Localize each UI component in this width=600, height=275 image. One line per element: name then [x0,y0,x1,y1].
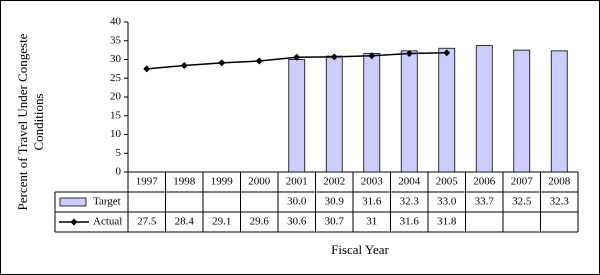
marker [405,50,413,57]
marker [293,53,301,61]
data-label: 28.4 [175,216,195,228]
bar [400,50,418,173]
bar [438,47,456,173]
y-tick-label: 5 [116,147,122,159]
y-tick-label: 15 [110,109,122,121]
bar [363,53,381,173]
legend-label: Target [93,196,121,208]
x-tick-label: 2000 [248,176,271,188]
x-tick-label: 2001 [286,176,308,188]
marker [180,62,188,69]
data-label: 33.0 [437,196,457,208]
y-tick-label: 35 [110,34,122,46]
data-label: 32.3 [550,196,570,208]
data-label: 31.6 [400,216,420,228]
data-label: 29.1 [212,216,231,228]
data-label: 29.6 [250,216,270,228]
data-label: 30.6 [287,216,307,228]
data-label: 33.7 [475,196,495,208]
x-tick-label: 2002 [323,176,345,188]
legend-key [59,197,87,207]
y-axis-title: Conditions [31,93,46,150]
data-label: 31.6 [362,196,382,208]
y-tick-label: 25 [110,72,122,84]
data-label: 30.9 [325,196,345,208]
bar [325,55,343,173]
data-label: 30.0 [287,196,307,208]
bar [513,49,531,173]
marker [330,53,338,61]
data-label: 32.5 [512,196,532,208]
x-tick-label: 2008 [548,176,571,188]
marker [218,59,226,67]
marker [443,49,451,57]
x-tick-label: 1998 [173,176,196,188]
data-label: 31 [366,216,377,228]
y-tick-label: 0 [116,166,122,178]
x-tick-label: 2005 [436,176,459,188]
x-tick-label: 2007 [511,176,534,188]
x-tick-label: 2006 [473,176,496,188]
data-label: 32.3 [400,196,420,208]
marker [255,57,263,65]
y-tick-label: 10 [110,128,122,140]
data-label: 27.5 [137,216,157,228]
y-tick-label: 20 [110,91,122,103]
bar [475,45,493,173]
legend-label: Actual [93,216,122,228]
marker [143,65,151,73]
bar [550,50,568,173]
y-tick-label: 30 [110,53,122,65]
y-axis-title: Percent of Travel Under Congeste [15,33,30,210]
bar [288,59,306,173]
x-tick-label: 1997 [136,176,159,188]
x-axis-title: Fiscal Year [331,242,389,257]
x-tick-label: 2003 [361,176,384,188]
x-tick-label: 2004 [398,176,421,188]
marker [368,52,376,60]
data-label: 30.7 [325,216,345,228]
legend-key [70,218,78,226]
y-tick-label: 40 [110,16,122,28]
x-tick-label: 1999 [211,176,234,188]
data-label: 31.8 [437,216,457,228]
